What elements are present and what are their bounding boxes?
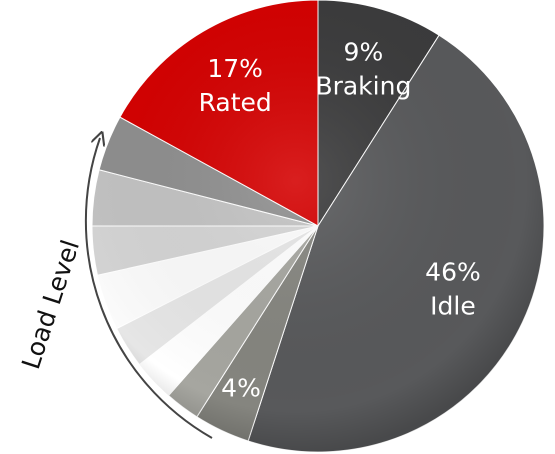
pie xyxy=(91,0,545,453)
data-label: 46% xyxy=(425,258,481,287)
category-label: Rated xyxy=(199,88,272,117)
annotation: Load Level xyxy=(16,236,85,372)
data-label: 17% xyxy=(207,54,263,83)
category-label: Braking xyxy=(315,72,411,101)
data-label: 4% xyxy=(221,374,261,403)
category-label: Idle xyxy=(430,292,476,321)
arrow xyxy=(84,138,213,439)
data-label: 9% xyxy=(344,38,384,67)
